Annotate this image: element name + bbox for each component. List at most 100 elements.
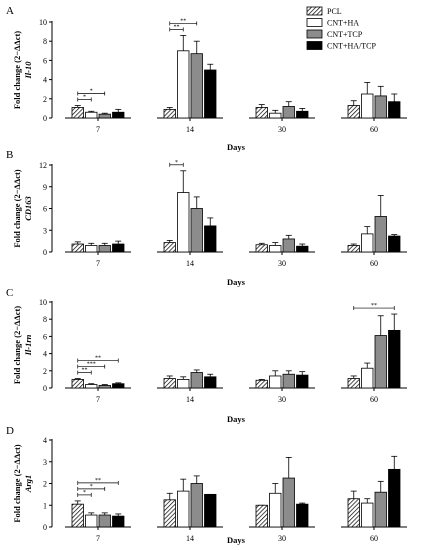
bar [282, 106, 295, 119]
y-tick-label: 4 [43, 76, 47, 85]
legend-swatch [306, 18, 323, 27]
bar [374, 335, 387, 389]
legend: PCL CNT+HA CNT+TCP CNT+HA/TCP [306, 6, 377, 51]
y-tick-label: 6 [43, 56, 47, 65]
y-tick-label: 2 [43, 367, 47, 376]
bar [204, 493, 217, 528]
x-axis-label: Days [227, 414, 246, 424]
panel-letter: C [6, 287, 13, 299]
bar [85, 384, 98, 389]
y-tick-label: 10 [39, 18, 47, 27]
bar [112, 383, 125, 389]
bar [255, 379, 268, 389]
significance-label: ** [95, 478, 101, 484]
bar [190, 372, 203, 389]
panel-a: A 0 2 4 6 8 10 Fold change (2−ΔΔct) Il-10 7 14 30 60… [6, 5, 407, 152]
y-tick-label: 6 [43, 205, 47, 214]
bar [388, 101, 401, 119]
bar [296, 374, 309, 389]
y-tick-label: 8 [43, 37, 47, 46]
bar [177, 378, 190, 389]
bar [71, 378, 84, 389]
y-tick-label: 9 [43, 183, 47, 192]
bar [204, 225, 217, 253]
gene-label: Arg1 [23, 475, 33, 493]
x-tick-label: 60 [370, 534, 378, 543]
bar [269, 245, 282, 253]
x-tick-label: 60 [370, 125, 378, 134]
y-axis-label: Fold change (2−ΔΔct) [12, 31, 22, 109]
y-tick-label: 0 [43, 523, 47, 532]
bar [388, 329, 401, 389]
x-tick-label: 30 [278, 534, 286, 543]
bar [388, 235, 401, 253]
bar [255, 107, 268, 119]
bar [190, 483, 203, 528]
x-tick-label: 30 [278, 395, 286, 404]
bar [204, 376, 217, 389]
significance-label: * [90, 484, 93, 490]
bar [177, 490, 190, 528]
significance-label: * [83, 95, 86, 101]
x-axis-label: Days [227, 535, 246, 545]
x-tick-label: 30 [278, 259, 286, 268]
bar [163, 108, 176, 119]
x-tick-label: 60 [370, 395, 378, 404]
y-tick-label: 10 [39, 298, 47, 307]
panel-letter: D [6, 425, 14, 437]
panel-b: B 0 3 6 9 12 Fold change (2−ΔΔct) CD163 7 14 30 60 *… [6, 149, 407, 287]
y-tick-label: 2 [43, 95, 47, 104]
bar [177, 50, 190, 119]
y-tick-label: 8 [43, 315, 47, 324]
y-tick-label: 0 [43, 384, 47, 393]
x-tick-label: 7 [96, 259, 100, 268]
bar [282, 373, 295, 389]
bar [269, 492, 282, 528]
x-tick-label: 14 [186, 395, 194, 404]
bar [347, 105, 360, 119]
bar [98, 385, 111, 389]
bar [374, 95, 387, 119]
y-axis-label: Fold change (2−ΔΔct) [12, 169, 22, 247]
significance-label: ** [180, 18, 186, 24]
bar [269, 375, 282, 389]
x-tick-label: 14 [186, 259, 194, 268]
x-tick-label: 7 [96, 534, 100, 543]
bar [71, 243, 84, 253]
bar [71, 107, 84, 119]
x-tick-label: 7 [96, 125, 100, 134]
significance-label: ** [95, 356, 101, 362]
significance-label: *** [87, 362, 96, 368]
panel-c: C 0 2 4 6 8 10 Fold change (2−ΔΔct) Il-1rn 7 14 30 6… [6, 287, 407, 424]
bar [98, 245, 111, 253]
bar [296, 245, 309, 253]
bar [282, 238, 295, 253]
bar [347, 378, 360, 389]
bar [71, 503, 84, 528]
x-tick-label: 14 [186, 534, 194, 543]
legend-label: CNT+HA/TCP [327, 42, 377, 51]
bar [163, 378, 176, 389]
bar [296, 110, 309, 119]
significance-label: ** [371, 303, 377, 309]
legend-label: PCL [327, 7, 342, 16]
bar [85, 514, 98, 528]
bar [112, 515, 125, 528]
bar [177, 192, 190, 253]
bar [282, 477, 295, 528]
bar [204, 69, 217, 119]
x-tick-label: 14 [186, 125, 194, 134]
bar [85, 245, 98, 253]
legend-label: CNT+TCP [327, 30, 363, 39]
bar [112, 111, 125, 119]
bar [361, 367, 374, 389]
x-axis-label: Days [227, 142, 246, 152]
gene-label: Il-1rn [23, 334, 33, 356]
y-tick-label: 4 [43, 436, 47, 445]
significance-label: * [90, 89, 93, 95]
y-axis-label: Fold change (2−ΔΔct) [12, 444, 22, 522]
legend-label: CNT+HA [327, 19, 359, 28]
y-tick-label: 1 [43, 501, 47, 510]
bar [347, 245, 360, 253]
